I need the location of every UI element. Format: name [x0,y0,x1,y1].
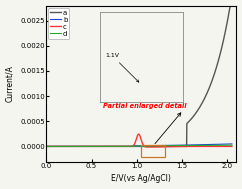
b [45,145,48,148]
d [163,145,166,147]
c [137,133,140,135]
c [205,145,208,148]
a [205,94,208,96]
Line: a: a [46,0,232,146]
a [163,145,166,148]
a [45,145,48,148]
c [56,145,59,148]
d [230,144,233,146]
b [56,145,59,148]
a [56,145,59,148]
a [153,145,156,148]
Legend: a, b, c, d: a, b, c, d [48,8,69,39]
d [205,144,208,146]
d [186,144,189,147]
d [56,145,59,148]
Y-axis label: Current/A: Current/A [6,65,15,102]
c [186,145,189,148]
c [45,145,48,148]
Line: b: b [46,144,232,146]
a [158,145,160,148]
c [230,145,233,148]
d [45,145,48,148]
b [230,143,233,145]
c [153,146,156,148]
b [158,144,160,147]
Text: Partial enlarged detail: Partial enlarged detail [103,103,187,109]
d [158,145,160,147]
b [205,143,208,146]
c [158,146,161,148]
Line: d: d [46,145,232,146]
Bar [141,145,165,157]
c [164,146,166,148]
Line: c: c [46,134,232,147]
a [186,122,189,125]
d [153,145,156,147]
b [186,144,189,146]
b [163,144,166,147]
c [149,146,152,148]
b [153,145,156,147]
X-axis label: E/V(vs Ag/AgCl): E/V(vs Ag/AgCl) [111,174,171,184]
